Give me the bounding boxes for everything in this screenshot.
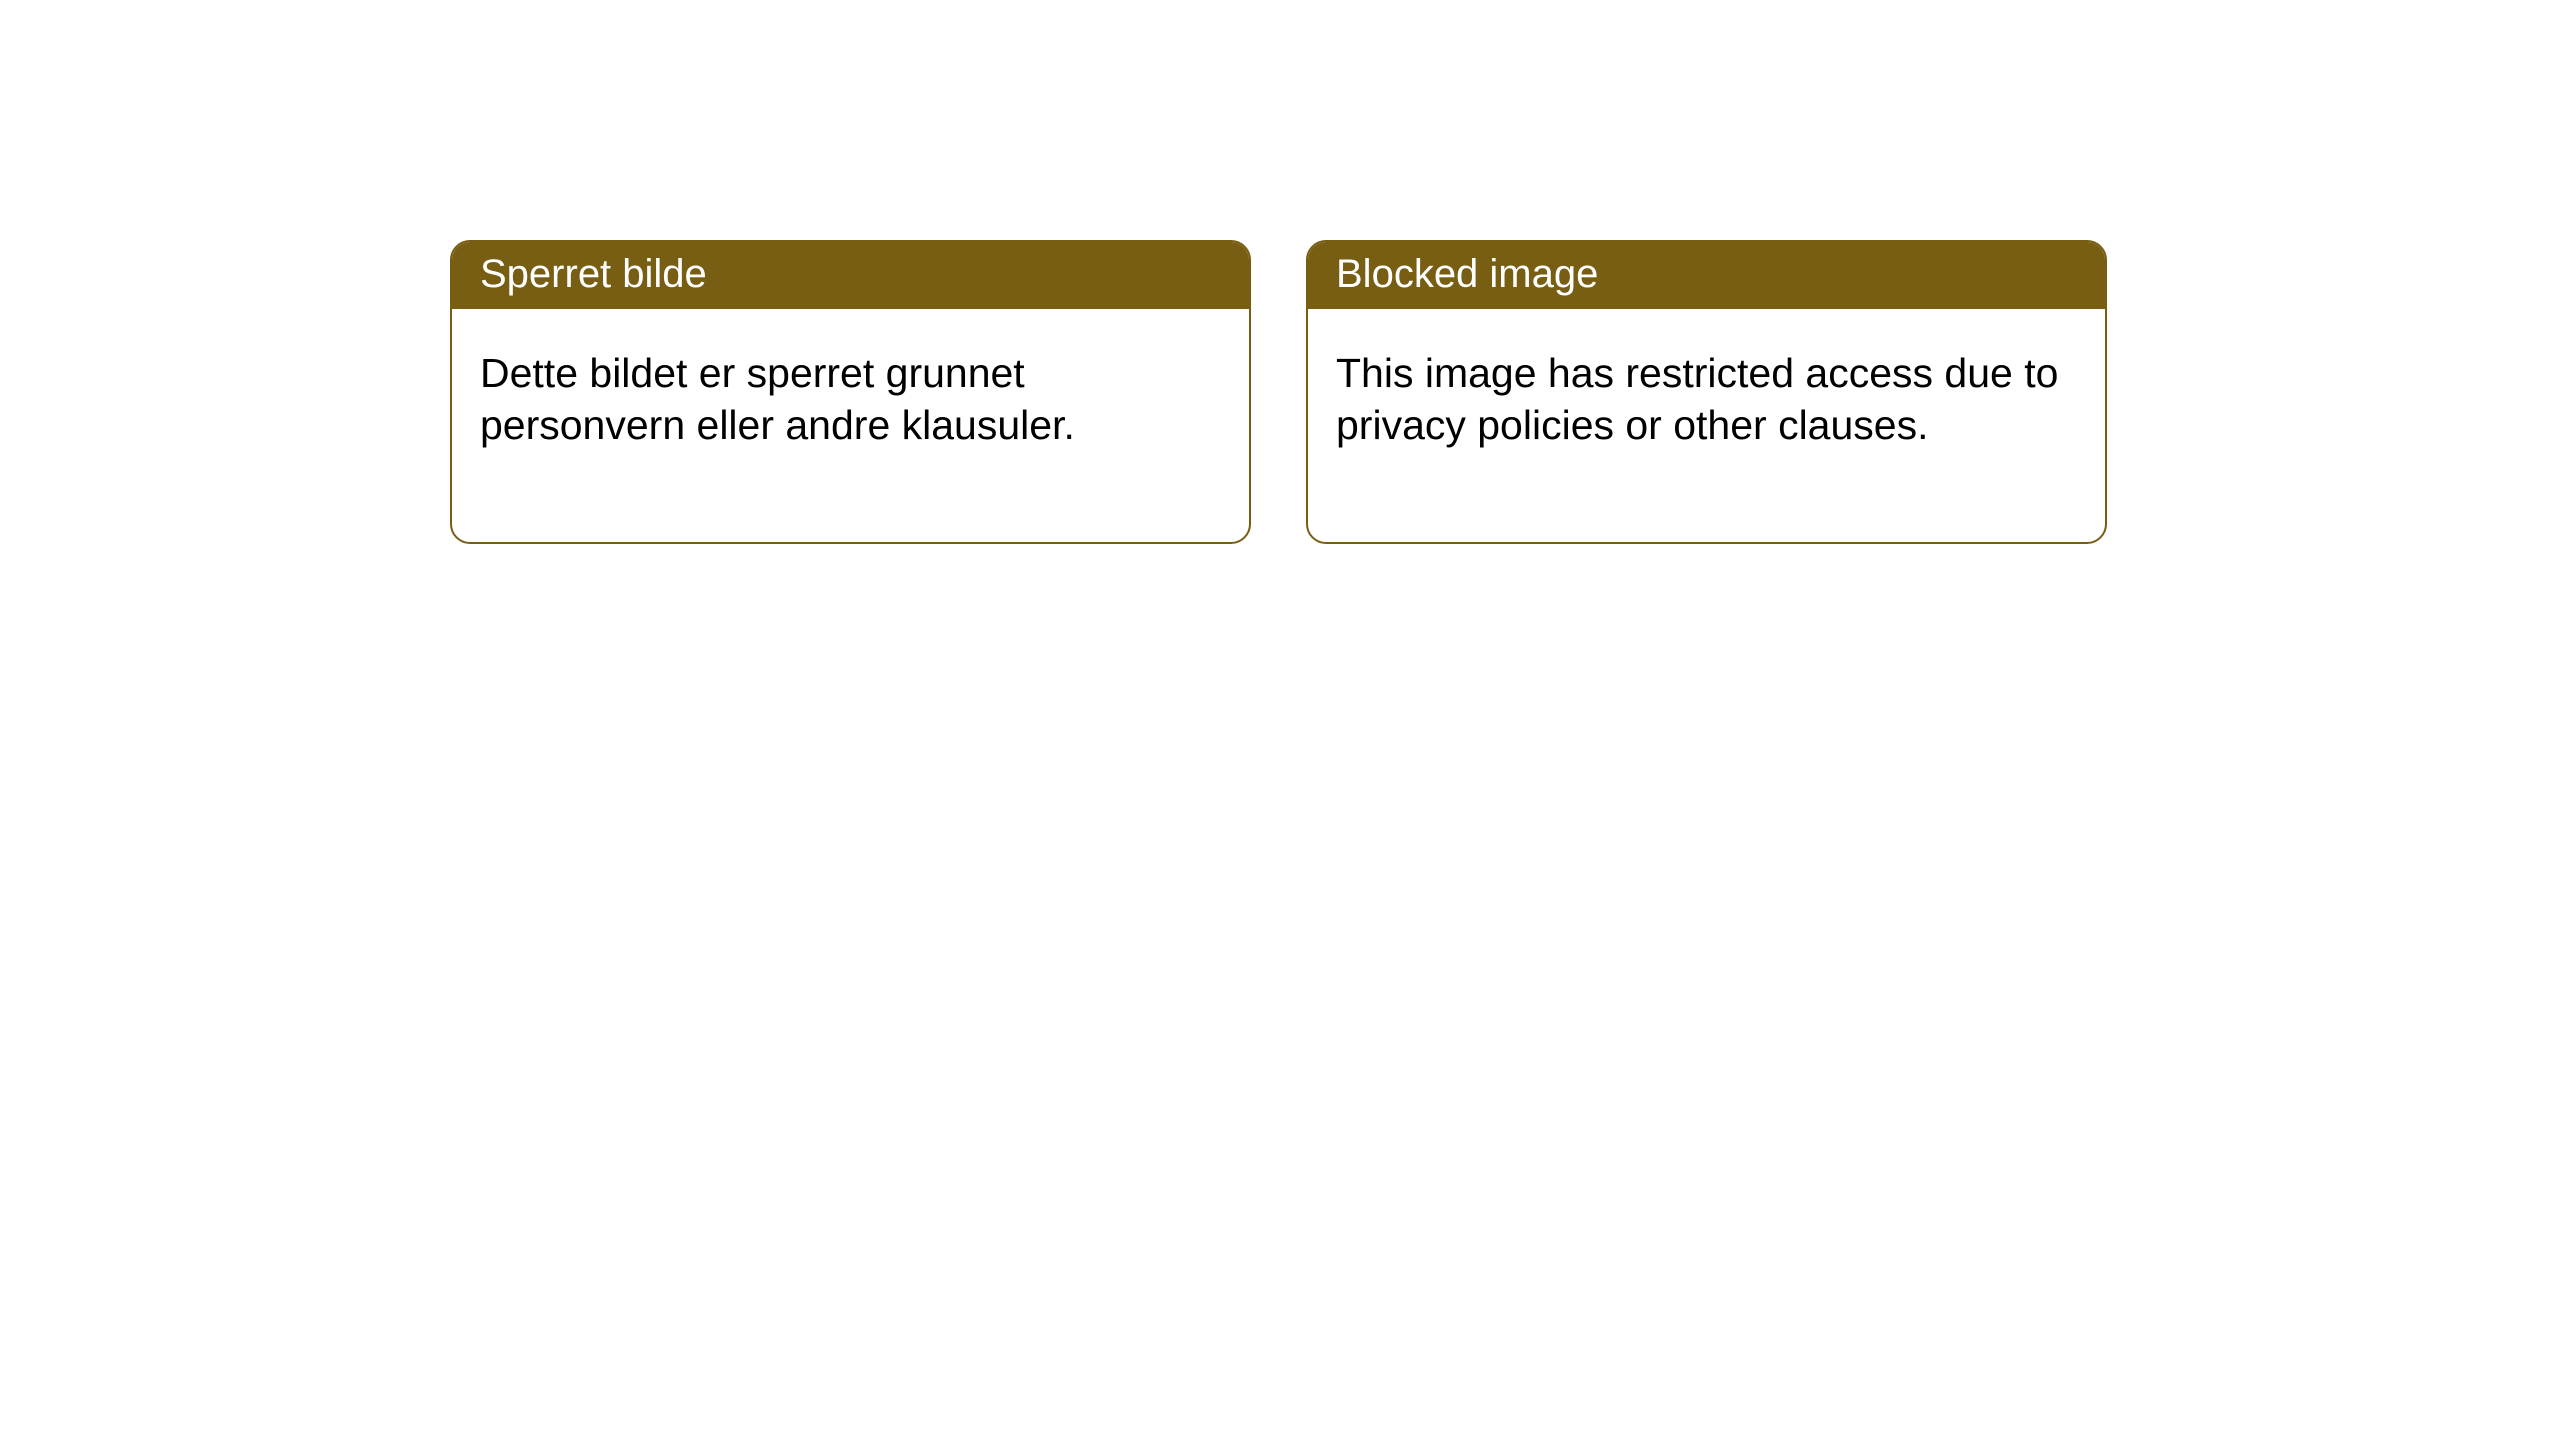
notice-panel-norwegian: Sperret bilde Dette bildet er sperret gr… bbox=[450, 240, 1251, 544]
panel-body: Dette bildet er sperret grunnet personve… bbox=[452, 309, 1249, 542]
panel-header: Blocked image bbox=[1308, 242, 2105, 309]
panel-header: Sperret bilde bbox=[452, 242, 1249, 309]
panel-body: This image has restricted access due to … bbox=[1308, 309, 2105, 542]
notice-panels-container: Sperret bilde Dette bildet er sperret gr… bbox=[0, 0, 2560, 544]
notice-panel-english: Blocked image This image has restricted … bbox=[1306, 240, 2107, 544]
